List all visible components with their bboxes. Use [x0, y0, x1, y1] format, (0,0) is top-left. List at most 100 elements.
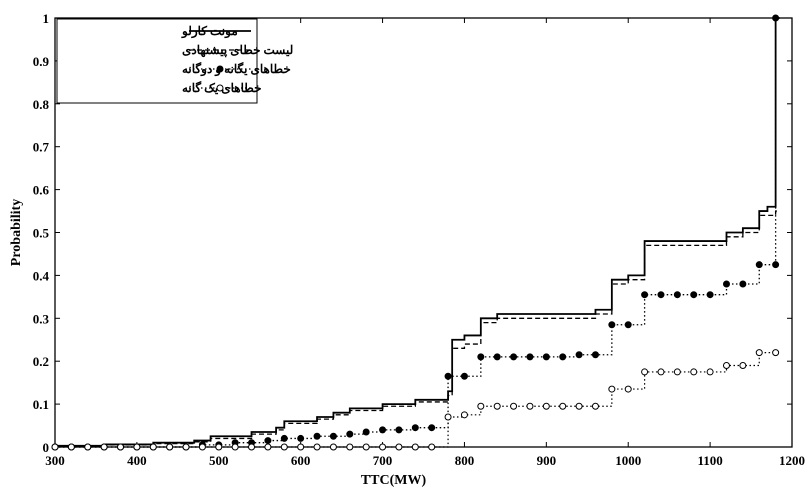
data-point [772, 14, 780, 22]
data-point [362, 428, 370, 436]
series-2 [55, 210, 780, 447]
data-point [248, 443, 256, 451]
x-tick-label: 1200 [779, 453, 805, 468]
data-point [444, 413, 452, 421]
legend-marker [216, 65, 224, 73]
y-tick-label: 0.7 [33, 140, 50, 155]
data-point [624, 321, 632, 329]
data-point [739, 280, 747, 288]
data-point [51, 443, 59, 451]
legend-marker [216, 84, 224, 92]
y-tick-label: 0.8 [33, 97, 50, 112]
series-line [55, 352, 776, 448]
data-point [559, 402, 567, 410]
data-point [313, 443, 321, 451]
data-point [297, 443, 305, 451]
data-point [117, 443, 125, 451]
data-point [690, 368, 698, 376]
x-tick-label: 500 [209, 453, 229, 468]
legend-item: خطاهای یک گانه [182, 80, 262, 95]
data-point [395, 443, 403, 451]
data-point [67, 443, 75, 451]
y-tick-label: 0.2 [33, 354, 49, 369]
data-point [100, 443, 108, 451]
data-point [641, 368, 649, 376]
y-axis-label: Probability [9, 199, 24, 266]
data-point [428, 443, 436, 451]
data-point [329, 443, 337, 451]
data-point [395, 426, 403, 434]
data-point [706, 368, 714, 376]
data-point [706, 291, 714, 299]
data-point [657, 291, 665, 299]
data-point [379, 426, 387, 434]
data-point [591, 402, 599, 410]
data-point [673, 368, 681, 376]
data-point [575, 402, 583, 410]
data-point [198, 443, 206, 451]
data-point [444, 372, 452, 380]
data-point [542, 353, 550, 361]
x-tick-label: 700 [373, 453, 393, 468]
series-4 [51, 349, 780, 451]
data-point [542, 402, 550, 410]
y-tick-label: 1 [43, 11, 50, 26]
y-tick-label: 0.6 [33, 183, 50, 198]
data-point [280, 434, 288, 442]
data-point [215, 443, 223, 451]
data-point [149, 443, 157, 451]
data-point [575, 351, 583, 359]
data-point [722, 361, 730, 369]
y-tick-label: 0 [43, 440, 50, 455]
legend-box [56, 18, 258, 104]
data-point [493, 353, 501, 361]
data-point [133, 443, 141, 451]
data-point [739, 361, 747, 369]
data-point [559, 353, 567, 361]
data-point [510, 402, 518, 410]
data-point [755, 261, 763, 269]
data-point [280, 443, 288, 451]
y-tick-label: 0.9 [33, 54, 50, 69]
x-tick-label: 600 [291, 453, 311, 468]
data-point [526, 402, 534, 410]
x-tick-label: 800 [455, 453, 475, 468]
data-point [510, 353, 518, 361]
data-point [231, 443, 239, 451]
data-point [264, 443, 272, 451]
data-point [313, 432, 321, 440]
data-point [657, 368, 665, 376]
data-point [772, 349, 780, 357]
data-point [182, 443, 190, 451]
series-line [55, 210, 780, 447]
legend-label: خطاهای یگانه و دوگانه [182, 61, 291, 77]
y-tick-label: 0.1 [33, 397, 49, 412]
data-point [411, 424, 419, 432]
series-layer [51, 14, 780, 451]
legend-item: مونت کارلو [181, 24, 251, 39]
axes: 300 400 500 600 700 800 900 1000 1100 1200 0 0.1 0.2… [33, 11, 805, 468]
x-tick-label: 1100 [697, 453, 722, 468]
series-1 [55, 17, 780, 447]
data-point [84, 443, 92, 451]
data-point [526, 353, 534, 361]
data-point [477, 402, 485, 410]
data-point [722, 280, 730, 288]
x-axis-label: TTC(MW) [361, 473, 427, 488]
data-point [362, 443, 370, 451]
data-point [690, 291, 698, 299]
data-point [329, 432, 337, 440]
data-point [460, 372, 468, 380]
series-line [55, 17, 780, 447]
data-point [755, 349, 763, 357]
y-tick-label: 0.5 [33, 226, 50, 241]
x-tick-label: 1000 [615, 453, 641, 468]
x-tick-label: 900 [537, 453, 557, 468]
legend: مونت کارلو لیست خطای پیشنهادی خطاهای یگانه… [56, 18, 293, 104]
y-tick-label: 0.4 [33, 268, 50, 283]
x-tick-label: 400 [127, 453, 147, 468]
data-point [477, 353, 485, 361]
data-point [346, 443, 354, 451]
data-point [591, 351, 599, 359]
data-point [428, 424, 436, 432]
